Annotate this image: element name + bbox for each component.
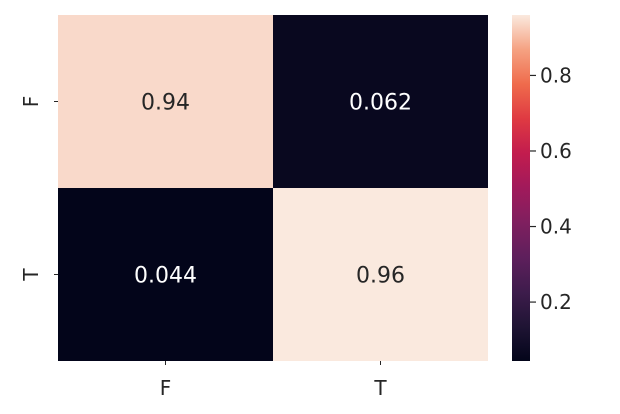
y-tick-label-0: F [19,96,43,108]
y-axis: FT [19,96,58,282]
cell-value-label-0-1: 0.062 [349,91,412,116]
colorbar-gradient [512,15,530,361]
colorbar-tick-label-2: 0.6 [540,139,572,163]
cell-value-label-1-1: 0.96 [356,264,405,289]
colorbar-tick-label-0: 0.2 [540,290,572,314]
heatmap-cell-0-0 [58,15,273,188]
heatmap-cell-1-0 [58,188,273,361]
colorbar-tick-label-1: 0.4 [540,215,572,239]
colorbar: 0.2 0.4 0.6 0.8 [512,15,572,361]
colorbar-tick-label-3: 0.8 [540,63,572,87]
cell-value-label-0-0: 0.94 [141,91,190,116]
heatmap-cell-1-1 [273,188,488,361]
x-tick-label-1: T [373,376,387,400]
x-tick-label-0: F [160,376,172,400]
heatmap-cells: 0.94 0.062 0.044 0.96 [58,15,488,361]
cell-value-label-1-0: 0.044 [134,264,197,289]
heatmap-cell-0-1 [273,15,488,188]
y-tick-label-1: T [19,268,43,282]
